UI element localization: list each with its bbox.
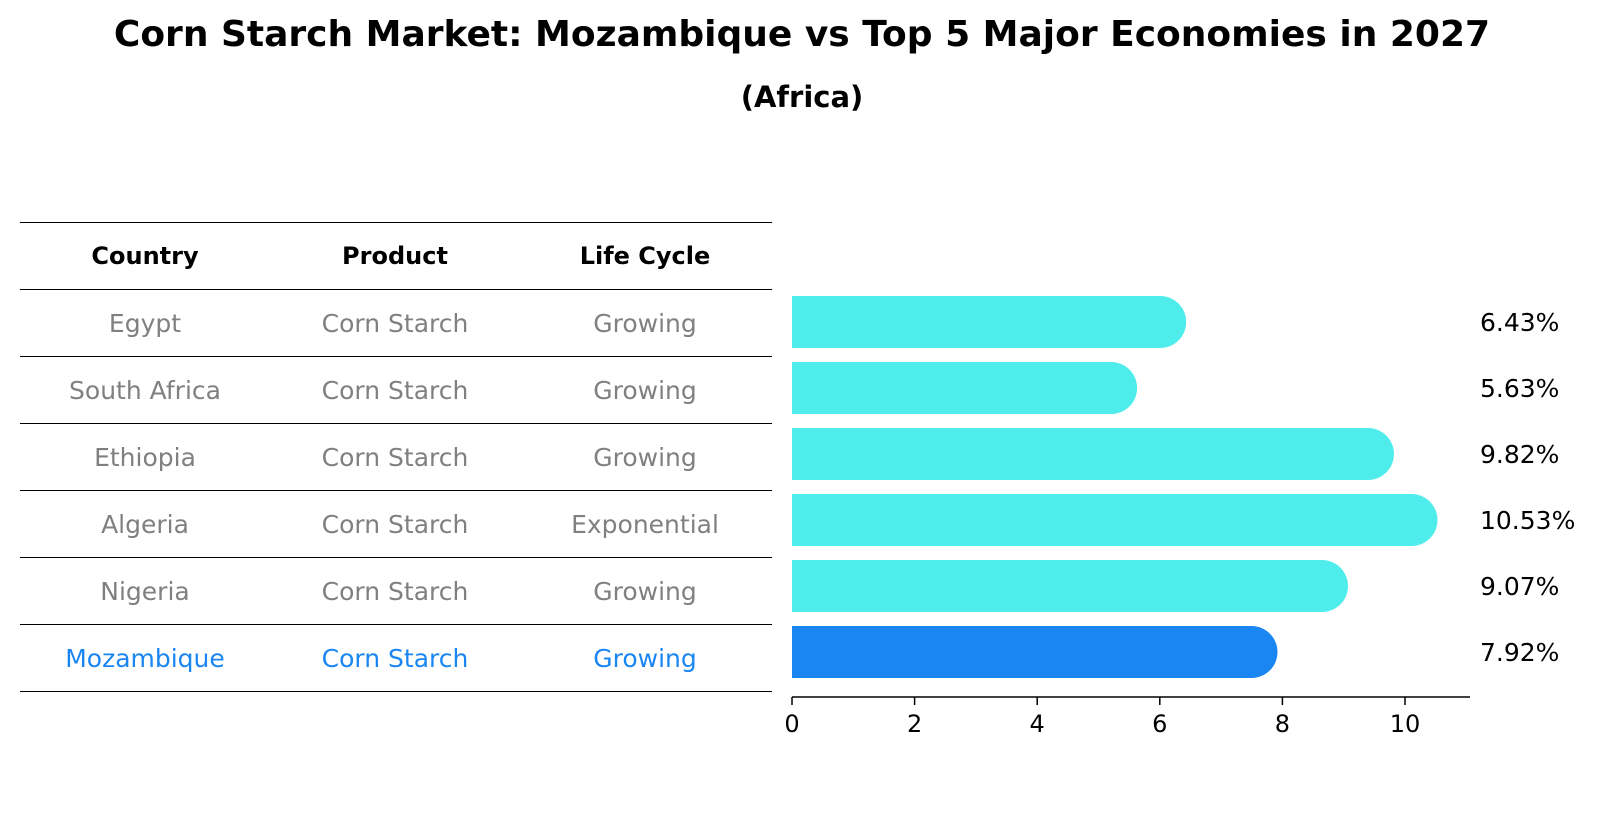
x-tick-label: 2 <box>907 710 922 738</box>
column-header-product: Product <box>342 242 448 270</box>
x-tick-label: 4 <box>1030 710 1045 738</box>
data-label: 9.82% <box>1480 440 1559 469</box>
bar <box>792 362 1138 414</box>
country-cell: South Africa <box>69 375 221 405</box>
country-table: Country Product Life Cycle Egypt Corn St… <box>20 222 772 692</box>
life-cycle-cell: Growing <box>593 308 697 338</box>
table-header-row: Country Product Life Cycle <box>20 222 772 289</box>
country-cell: Egypt <box>108 308 182 338</box>
life-cycle-cell: Growing <box>593 375 697 405</box>
x-tick-label: 10 <box>1390 710 1421 738</box>
x-tick-label: 6 <box>1152 710 1167 738</box>
product-cell: Corn Starch <box>321 643 469 673</box>
table-row: Algeria Corn Starch Exponential <box>20 490 772 557</box>
chart-title: Corn Starch Market: Mozambique vs Top 5 … <box>113 14 1491 55</box>
country-cell: Algeria <box>101 509 189 539</box>
x-tick-label: 0 <box>784 710 799 738</box>
product-cell: Corn Starch <box>321 308 469 338</box>
table-row-highlighted: Mozambique Corn Starch Growing <box>20 624 772 692</box>
x-tick-label: 8 <box>1275 710 1290 738</box>
bar <box>792 560 1348 612</box>
table-row: Egypt Corn Starch Growing <box>20 289 772 356</box>
life-cycle-cell: Growing <box>593 442 697 472</box>
bar <box>792 494 1438 546</box>
life-cycle-cell: Growing <box>593 643 697 673</box>
table-row: Ethiopia Corn Starch Growing <box>20 423 772 490</box>
country-cell: Nigeria <box>100 576 190 606</box>
data-label: 7.92% <box>1480 638 1559 667</box>
table-row: Nigeria Corn Starch Growing <box>20 557 772 624</box>
bar <box>792 296 1187 348</box>
product-cell: Corn Starch <box>321 375 469 405</box>
data-label: 10.53% <box>1480 506 1575 535</box>
product-cell: Corn Starch <box>321 509 469 539</box>
column-header-life-cycle: Life Cycle <box>579 242 711 270</box>
country-cell: Mozambique <box>65 643 225 673</box>
country-cell: Ethiopia <box>94 442 196 472</box>
bar-highlighted <box>792 626 1278 678</box>
chart-subtitle: (Africa) <box>740 80 864 114</box>
product-cell: Corn Starch <box>321 442 469 472</box>
life-cycle-cell: Exponential <box>571 509 719 539</box>
table-row: South Africa Corn Starch Growing <box>20 356 772 423</box>
bar <box>792 428 1394 480</box>
product-cell: Corn Starch <box>321 576 469 606</box>
data-label: 5.63% <box>1480 374 1559 403</box>
data-label: 6.43% <box>1480 308 1559 337</box>
column-header-country: Country <box>91 242 199 270</box>
life-cycle-cell: Growing <box>593 576 697 606</box>
data-label: 9.07% <box>1480 572 1559 601</box>
